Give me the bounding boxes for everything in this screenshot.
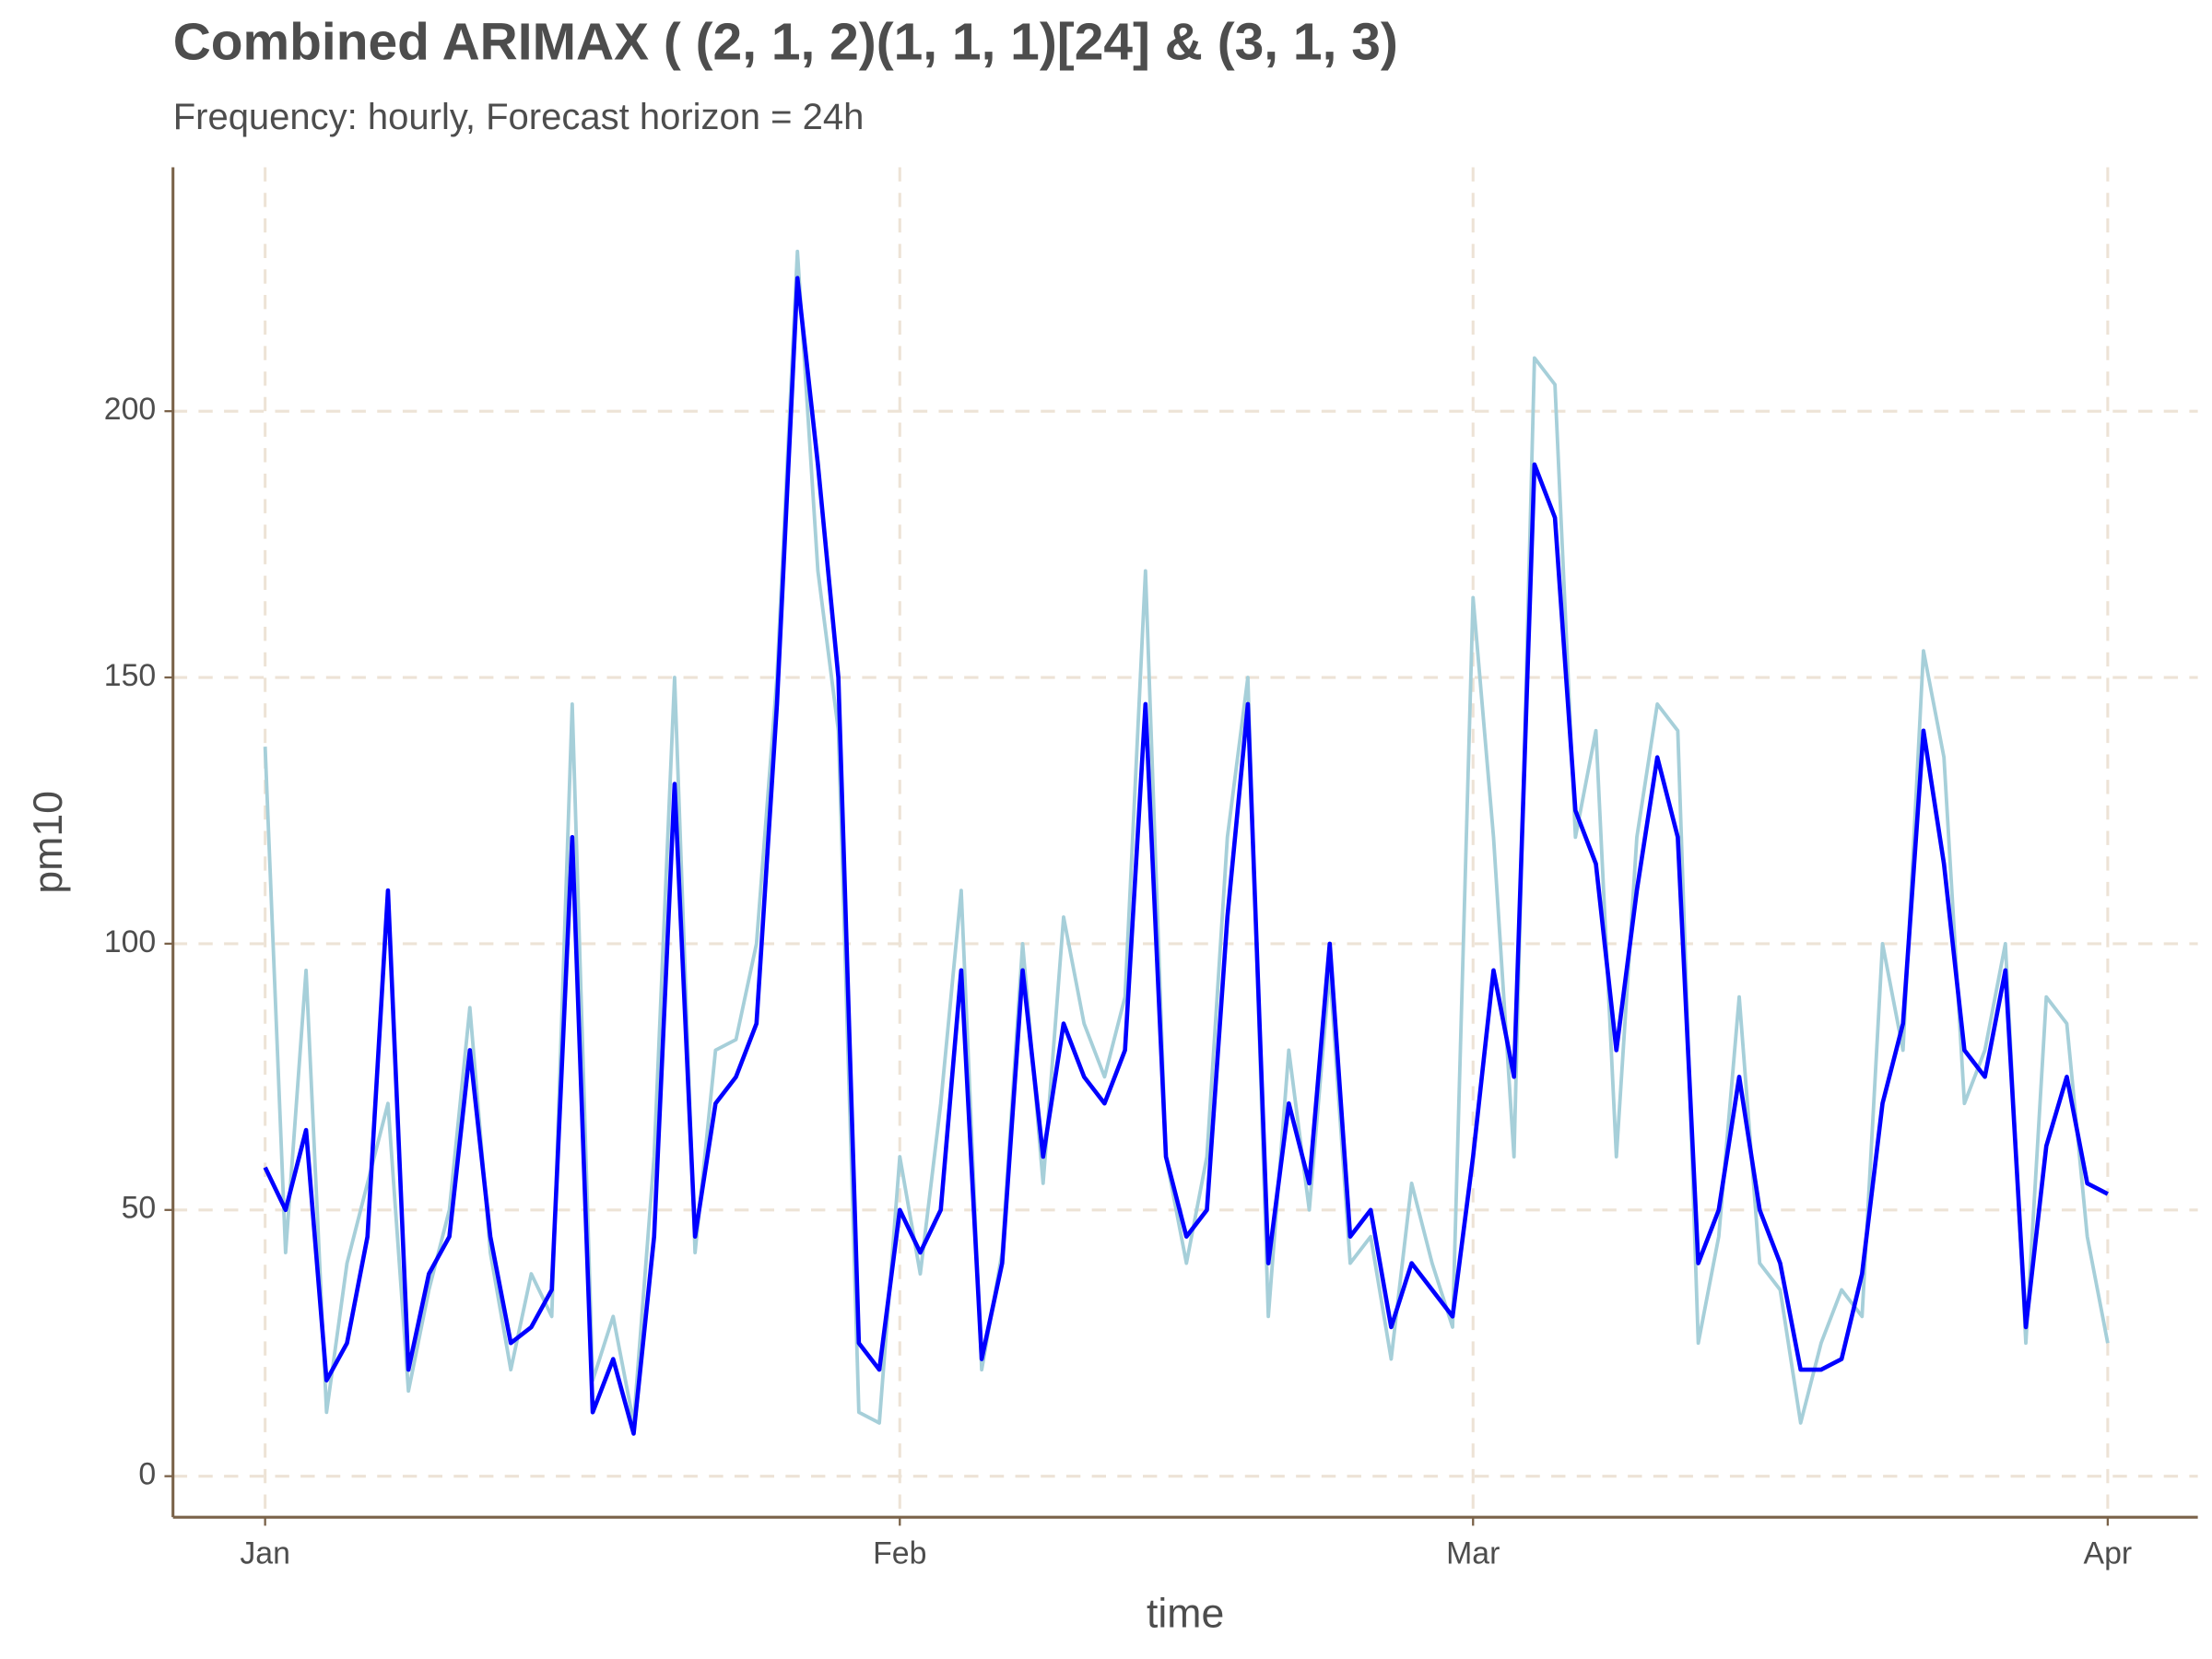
y-tick-label: 50: [122, 1191, 157, 1226]
y-tick-label: 200: [104, 392, 156, 427]
x-tick-label: Apr: [2084, 1536, 2133, 1571]
x-tick-label: Mar: [1446, 1536, 1500, 1571]
y-tick-label: 0: [138, 1457, 156, 1492]
series-line: [263, 249, 2110, 1425]
x-tick-label: Jan: [240, 1536, 290, 1571]
y-tick-label: 150: [104, 658, 156, 693]
y-axis-title: pm10: [26, 791, 71, 894]
y-tick-label: 100: [104, 924, 156, 959]
chart-subtitle: Frequency: hourly, Forecast horizon = 24…: [173, 97, 865, 137]
x-axis-title: time: [1147, 1592, 1224, 1637]
series-line: [263, 276, 2109, 1436]
x-tick-label: Feb: [873, 1536, 926, 1571]
chart-title: Combined ARIMAX ( (2, 1, 2)(1, 1, 1)[24]…: [173, 12, 1398, 71]
